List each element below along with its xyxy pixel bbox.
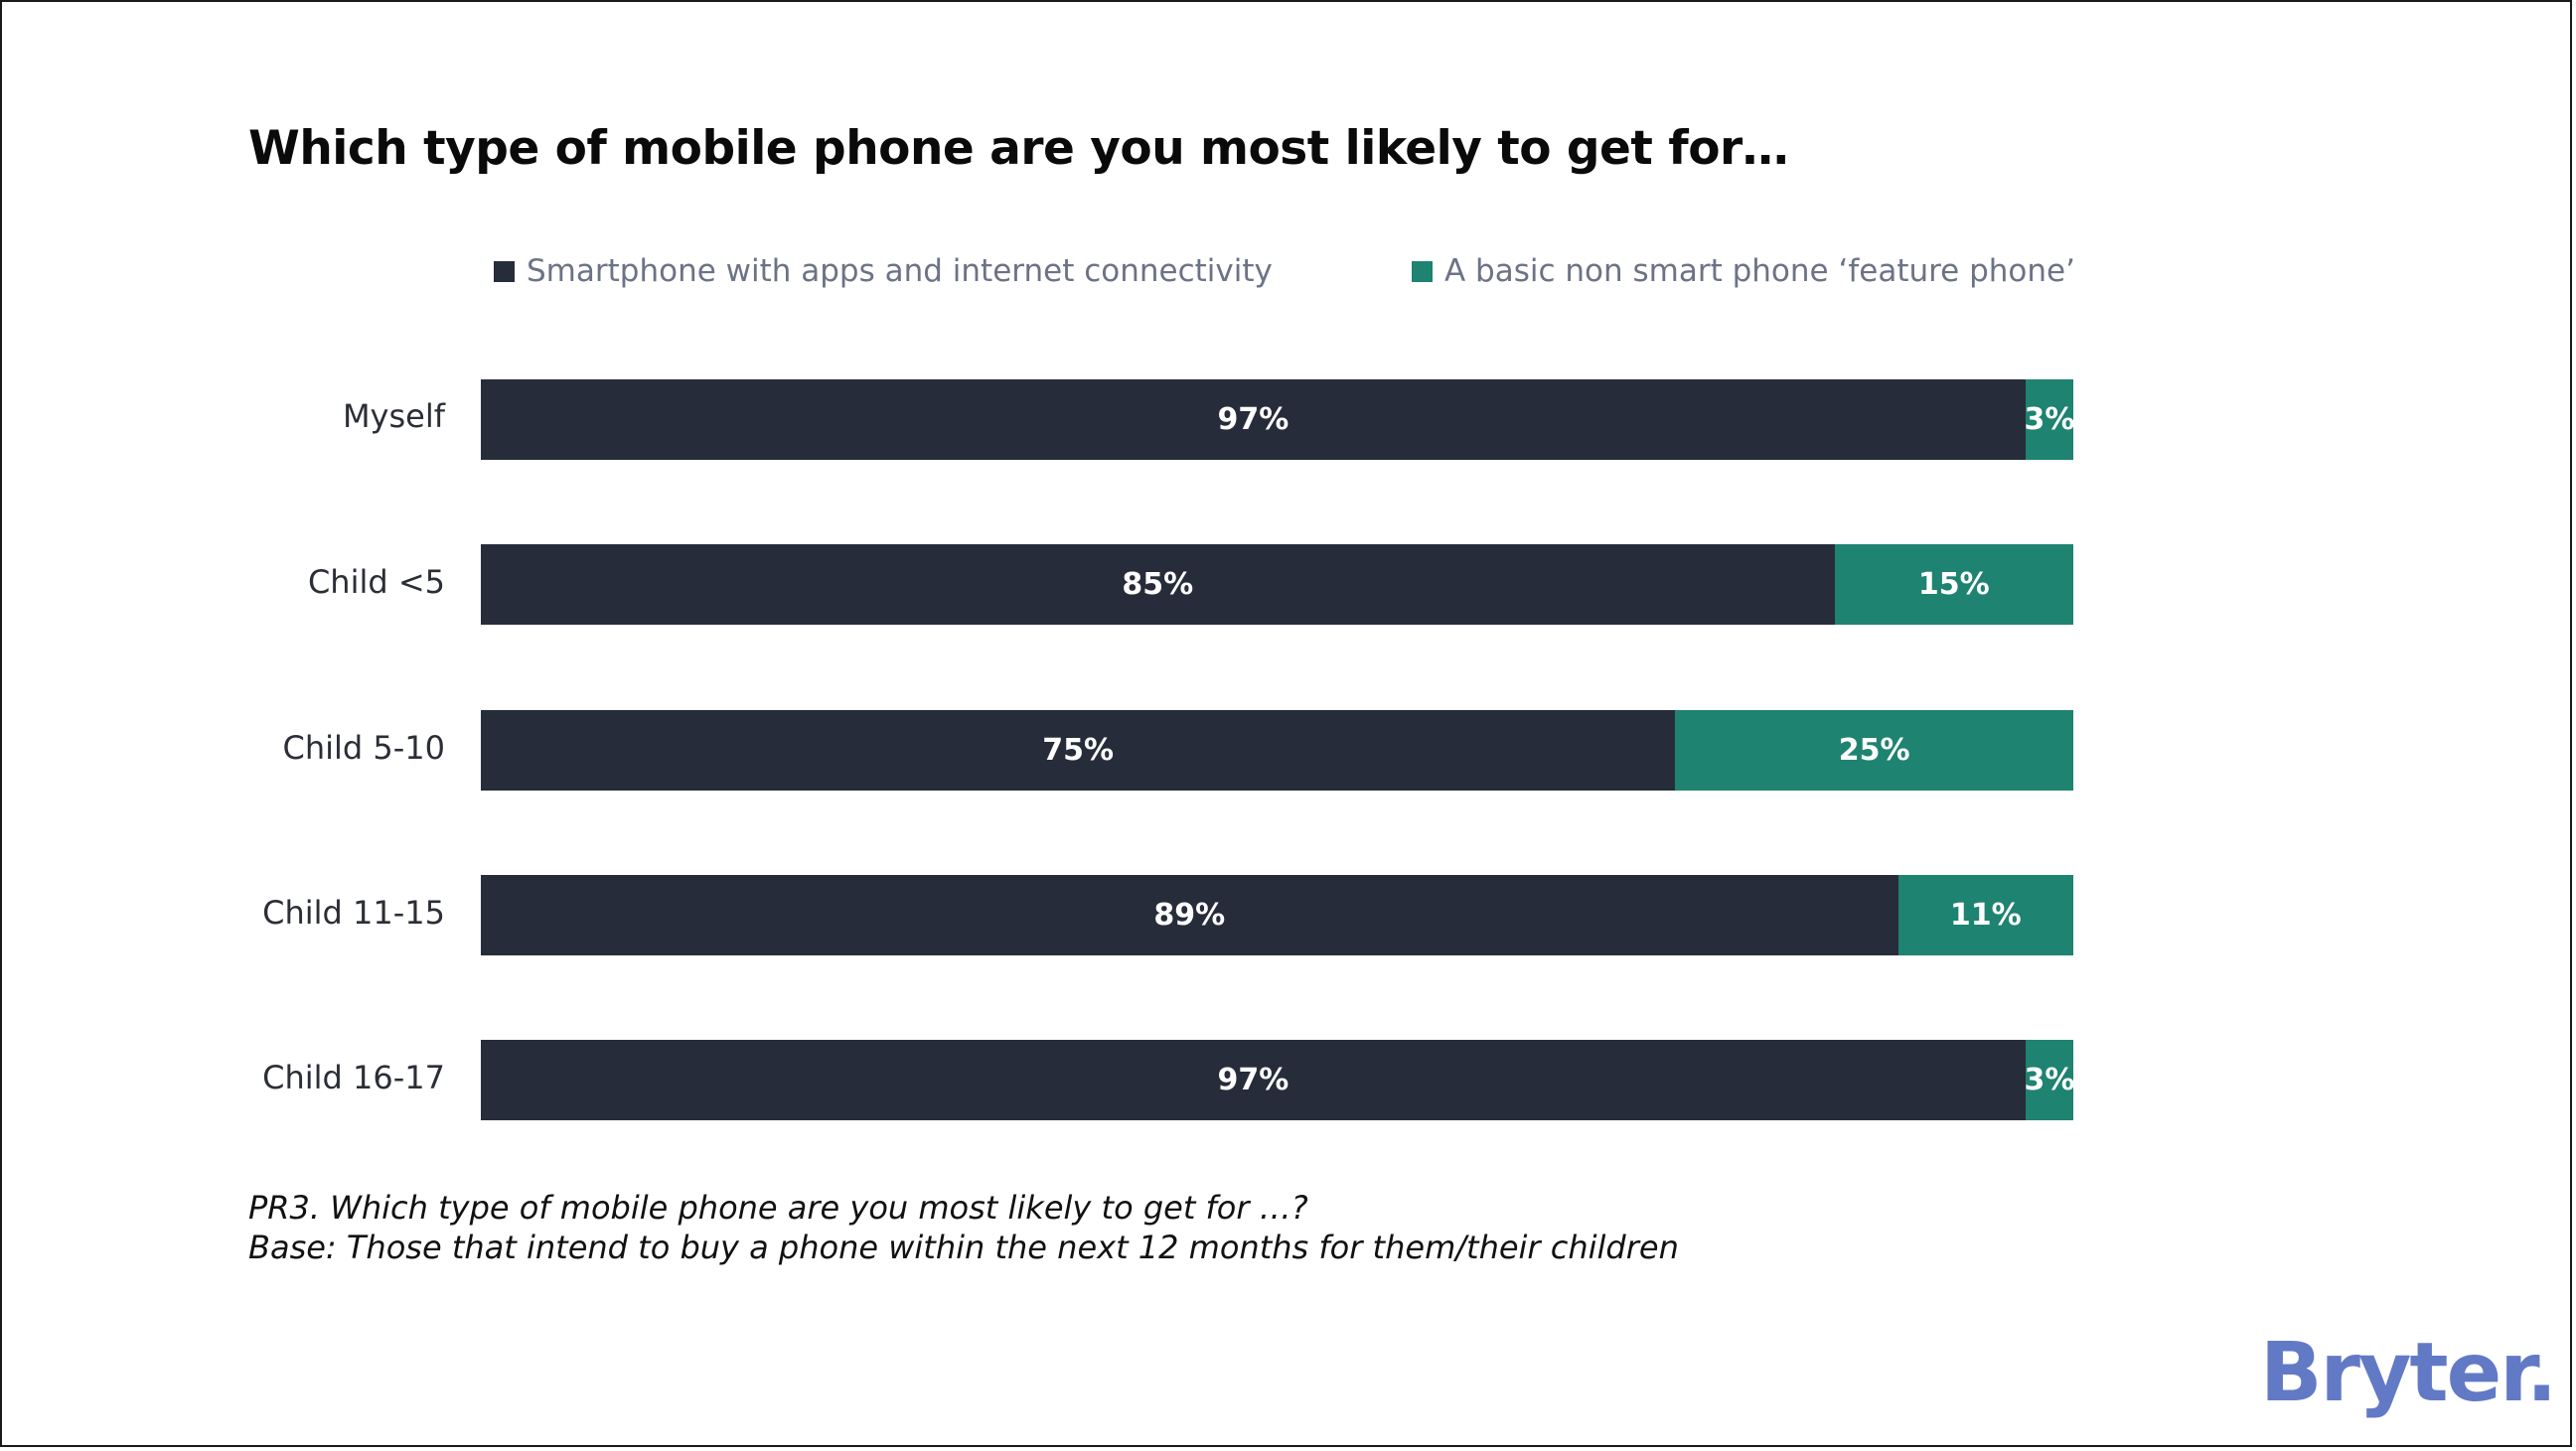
- legend-swatch-feature-phone-icon: [1412, 260, 1433, 282]
- bryter-logo: Bryter.: [2260, 1326, 2557, 1420]
- legend: Smartphone with apps and internet connec…: [0, 253, 2576, 293]
- bar-row-child-5-10: 75% 25%: [481, 710, 2073, 791]
- bar-segment-feature-phone: 15%: [1834, 544, 2073, 625]
- bar-segment-smartphone: 75%: [481, 710, 1676, 791]
- footnote-base: Base: Those that intend to buy a phone w…: [248, 1229, 1679, 1266]
- footnote: PR3. Which type of mobile phone are you …: [248, 1188, 1679, 1267]
- bar-row-child-under-5: 85% 15%: [481, 544, 2073, 625]
- bar-segment-smartphone: 89%: [481, 875, 1898, 955]
- bar-row-myself: 97% 3%: [481, 379, 2073, 460]
- bar-segment-feature-phone: 11%: [1897, 875, 2073, 955]
- category-label: Myself: [342, 397, 445, 435]
- legend-swatch-smartphone-icon: [494, 260, 515, 282]
- legend-label: A basic non smart phone ‘feature phone’: [1444, 253, 2075, 289]
- legend-label: Smartphone with apps and internet connec…: [527, 253, 1273, 289]
- bar-segment-feature-phone: 3%: [2025, 1040, 2073, 1120]
- category-label: Child <5: [307, 563, 445, 601]
- chart-title: Which type of mobile phone are you most …: [248, 121, 1789, 176]
- bar-segment-smartphone: 97%: [481, 1040, 2026, 1120]
- bar-row-child-16-17: 97% 3%: [481, 1040, 2073, 1120]
- legend-item-feature-phone: A basic non smart phone ‘feature phone’: [1412, 253, 2075, 289]
- category-label: Child 11-15: [262, 894, 445, 932]
- bar-segment-feature-phone: 3%: [2025, 379, 2073, 460]
- bar-row-child-11-15: 89% 11%: [481, 875, 2073, 955]
- footnote-question: PR3. Which type of mobile phone are you …: [248, 1189, 1308, 1227]
- category-label: Child 16-17: [262, 1059, 445, 1096]
- bar-segment-smartphone: 85%: [481, 544, 1835, 625]
- legend-item-smartphone: Smartphone with apps and internet connec…: [494, 253, 1273, 289]
- bar-segment-feature-phone: 25%: [1675, 710, 2073, 791]
- bar-segment-smartphone: 97%: [481, 379, 2026, 460]
- category-label: Child 5-10: [282, 729, 445, 767]
